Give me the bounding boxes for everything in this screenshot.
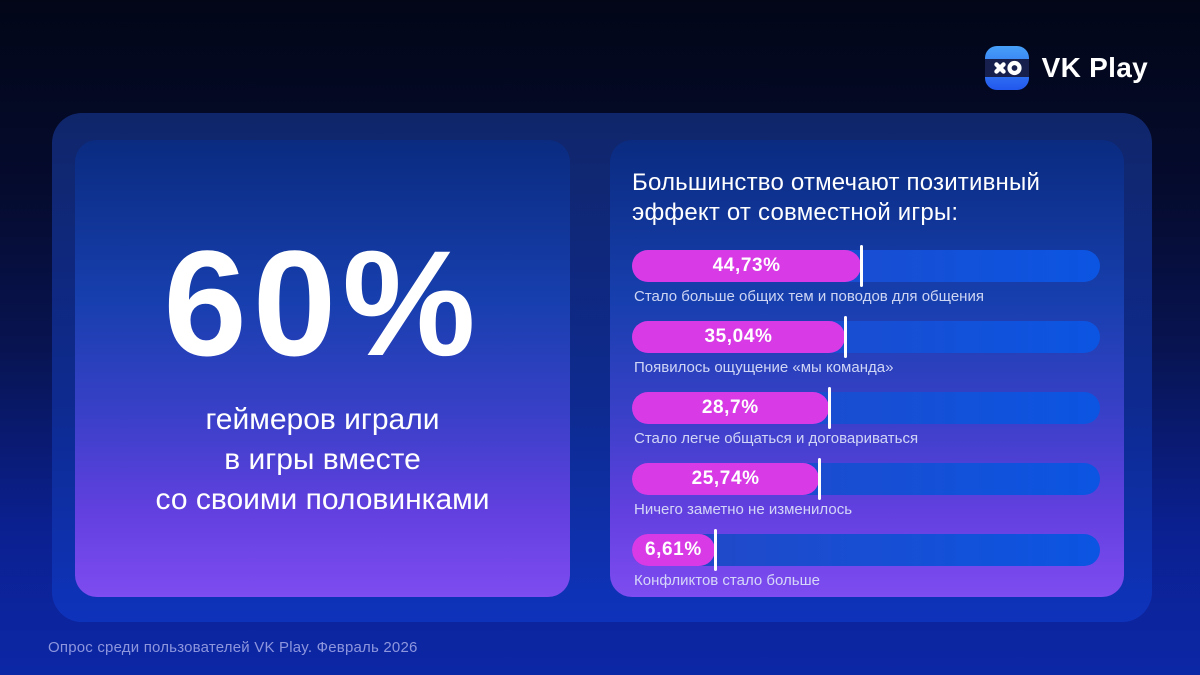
bar-track: 25,74% <box>632 458 1100 500</box>
stat-card: 60% геймеров играли в игры вместе со сво… <box>75 140 570 597</box>
bar-value: 35,04% <box>704 326 773 347</box>
stat-caption-line: в игры вместе <box>224 443 421 476</box>
bar-fill: 6,61% <box>632 529 717 571</box>
bar-divider-line <box>860 245 864 287</box>
xo-glyphs-icon <box>993 60 1022 76</box>
bar-track: 35,04% <box>632 316 1100 358</box>
stat-caption-line: геймеров играли <box>205 403 440 436</box>
bar-value: 6,61% <box>644 539 702 560</box>
bar-fill: 28,7% <box>632 387 831 429</box>
bar-label: Появилось ощущение «мы команда» <box>634 359 894 376</box>
bar-fill: 25,74% <box>632 458 822 500</box>
bar-fill: 35,04% <box>632 316 847 358</box>
chart-card: Большинство отмечают позитивный эффект о… <box>610 140 1124 597</box>
bar-fill: 44,73% <box>632 245 864 287</box>
vk-play-app-icon <box>984 46 1029 90</box>
stat-caption-line: со своими половинками <box>155 483 490 516</box>
bar-track: 6,61% <box>632 529 1100 571</box>
chart-title-line: Большинство отмечают позитивный <box>632 169 1041 196</box>
bar-row: 28,7% Стало легче общаться и договариват… <box>632 387 1100 447</box>
bar-row: 25,74% Ничего заметно не изменилось <box>632 458 1100 518</box>
bar-chart: 44,73% Стало больше общих тем и поводов … <box>632 245 1100 589</box>
survey-source-note: Опрос среди пользователей VK Play. Февра… <box>48 639 418 656</box>
bar-row: 35,04% Появилось ощущение «мы команда» <box>632 316 1100 376</box>
bar-value: 44,73% <box>712 255 781 276</box>
bar-divider-line <box>827 387 831 429</box>
chart-title-line: эффект от совместной игры: <box>632 199 959 226</box>
bar-divider-line <box>713 529 717 571</box>
bar-track: 28,7% <box>632 387 1100 429</box>
bar-track: 44,73% <box>632 245 1100 287</box>
bar-label: Стало больше общих тем и поводов для общ… <box>634 288 984 305</box>
bar-divider-line <box>818 458 822 500</box>
bar-divider-line <box>843 316 847 358</box>
bar-value: 25,74% <box>691 468 760 489</box>
brand-name: VK Play <box>1041 52 1148 83</box>
stat-caption: геймеров играли в игры вместе со своими … <box>155 400 489 520</box>
bar-value: 28,7% <box>701 397 759 418</box>
bar-row: 44,73% Стало больше общих тем и поводов … <box>632 245 1100 305</box>
brand-logo: VK Play <box>984 46 1148 90</box>
stat-value: 60% <box>163 219 482 387</box>
bar-row: 6,61% Конфликтов стало больше <box>632 529 1100 589</box>
chart-title: Большинство отмечают позитивный эффект о… <box>632 168 1100 228</box>
bar-label: Конфликтов стало больше <box>634 572 820 589</box>
bar-label: Стало легче общаться и договариваться <box>634 430 919 447</box>
bar-label: Ничего заметно не изменилось <box>634 501 853 518</box>
